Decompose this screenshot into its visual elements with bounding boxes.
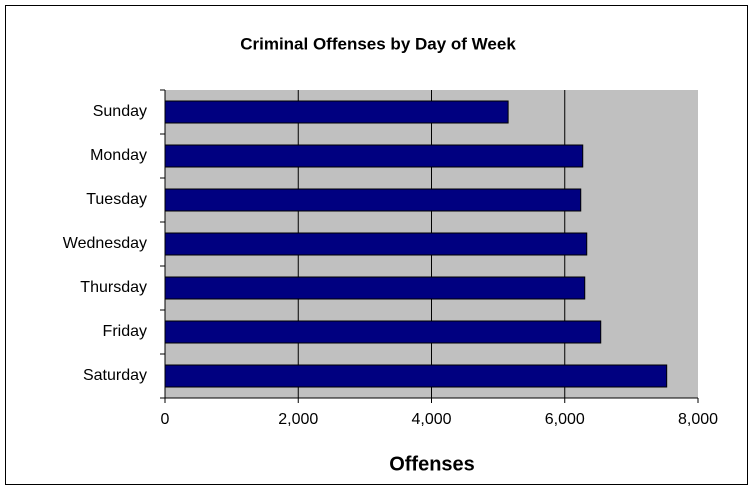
x-axis-title: Offenses — [389, 453, 475, 475]
y-tick-label: Monday — [90, 147, 147, 164]
y-tick-label: Thursday — [80, 279, 147, 296]
bar — [164, 364, 668, 388]
y-tick-label: Sunday — [93, 103, 147, 120]
bar — [164, 232, 588, 256]
y-tick-label: Friday — [103, 323, 147, 340]
bar — [164, 276, 586, 300]
y-tick-label: Tuesday — [86, 191, 147, 208]
chart-title: Criminal Offenses by Day of Week — [240, 34, 516, 53]
bar — [164, 100, 509, 124]
x-tick-label: 0 — [161, 411, 170, 428]
x-tick-label: 2,000 — [278, 411, 318, 428]
y-tick-label: Saturday — [83, 367, 147, 384]
bar — [164, 320, 602, 344]
x-tick-label: 8,000 — [678, 411, 718, 428]
y-tick-label: Wednesday — [63, 235, 147, 252]
bar — [164, 188, 582, 212]
bar — [164, 144, 584, 168]
x-tick-label: 4,000 — [411, 411, 451, 428]
x-tick-label: 6,000 — [545, 411, 585, 428]
